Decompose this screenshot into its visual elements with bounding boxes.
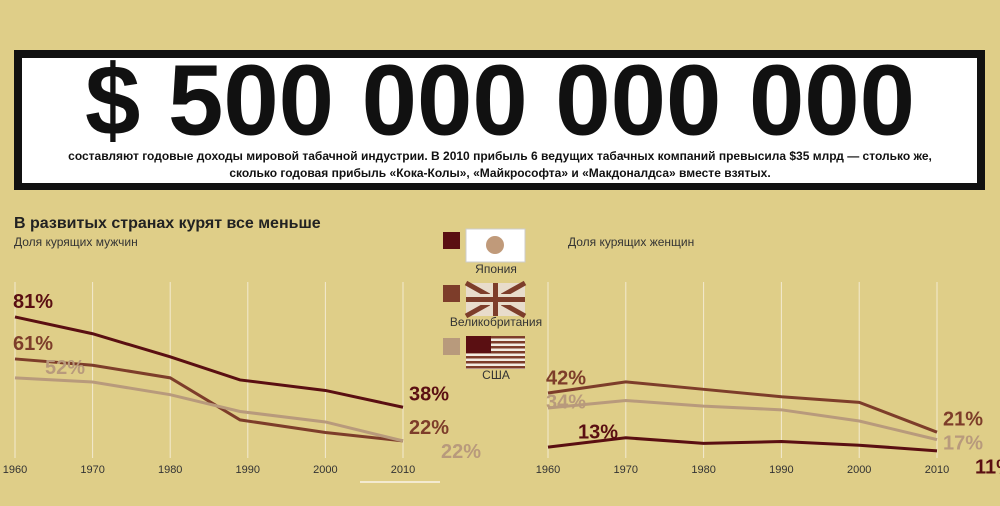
chart-title: Доля курящих женщин bbox=[568, 235, 694, 249]
flag-uk bbox=[464, 280, 527, 319]
value-label: 38% bbox=[409, 384, 449, 406]
caption: составляют годовые доходы мировой табачн… bbox=[68, 149, 932, 163]
x-tick-label: 1960 bbox=[3, 464, 27, 476]
headline-amount: $ 500 000 000 000 bbox=[85, 44, 915, 156]
legend-swatch bbox=[443, 285, 460, 302]
legend-label: Великобритания bbox=[450, 315, 542, 329]
chart-title: Доля курящих мужчин bbox=[14, 235, 138, 249]
value-label: 11% bbox=[975, 456, 1000, 478]
series-line bbox=[14, 315, 404, 409]
section-title: В развитых странах курят все меньше bbox=[14, 215, 321, 232]
header-panel bbox=[22, 58, 977, 183]
value-label: 21% bbox=[943, 408, 983, 430]
x-tick-label: 2010 bbox=[925, 464, 949, 476]
x-tick-label: 1980 bbox=[691, 464, 715, 476]
x-tick-label: 1960 bbox=[536, 464, 560, 476]
value-label: 22% bbox=[409, 417, 449, 439]
series-line bbox=[547, 436, 938, 453]
value-label: 42% bbox=[546, 367, 586, 389]
x-tick-label: 1970 bbox=[614, 464, 638, 476]
value-label: 52% bbox=[45, 357, 85, 379]
value-label: 13% bbox=[578, 421, 618, 443]
x-tick-label: 2010 bbox=[391, 464, 415, 476]
series-line bbox=[547, 380, 938, 434]
caption: сколько годовая прибыль «Кока-Колы», «Ма… bbox=[229, 166, 770, 180]
x-tick-label: 2000 bbox=[847, 464, 871, 476]
value-label: 17% bbox=[943, 432, 983, 454]
flag-usa bbox=[466, 336, 525, 369]
x-tick-label: 1970 bbox=[80, 464, 104, 476]
value-label: 81% bbox=[13, 291, 53, 313]
flag-japan bbox=[465, 228, 526, 263]
x-tick-label: 1990 bbox=[236, 464, 260, 476]
series-line bbox=[547, 398, 938, 442]
legend-swatch bbox=[443, 338, 460, 355]
legend-label: Япония bbox=[475, 262, 517, 276]
x-tick-label: 2000 bbox=[313, 464, 337, 476]
x-tick-label: 1990 bbox=[769, 464, 793, 476]
value-label: 34% bbox=[546, 391, 586, 413]
value-label: 61% bbox=[13, 333, 53, 355]
value-label: 22% bbox=[441, 441, 481, 463]
series-line bbox=[14, 357, 404, 443]
legend-swatch bbox=[443, 232, 460, 249]
legend-label: США bbox=[482, 368, 510, 382]
series-line bbox=[14, 376, 404, 443]
x-tick-label: 1980 bbox=[158, 464, 182, 476]
